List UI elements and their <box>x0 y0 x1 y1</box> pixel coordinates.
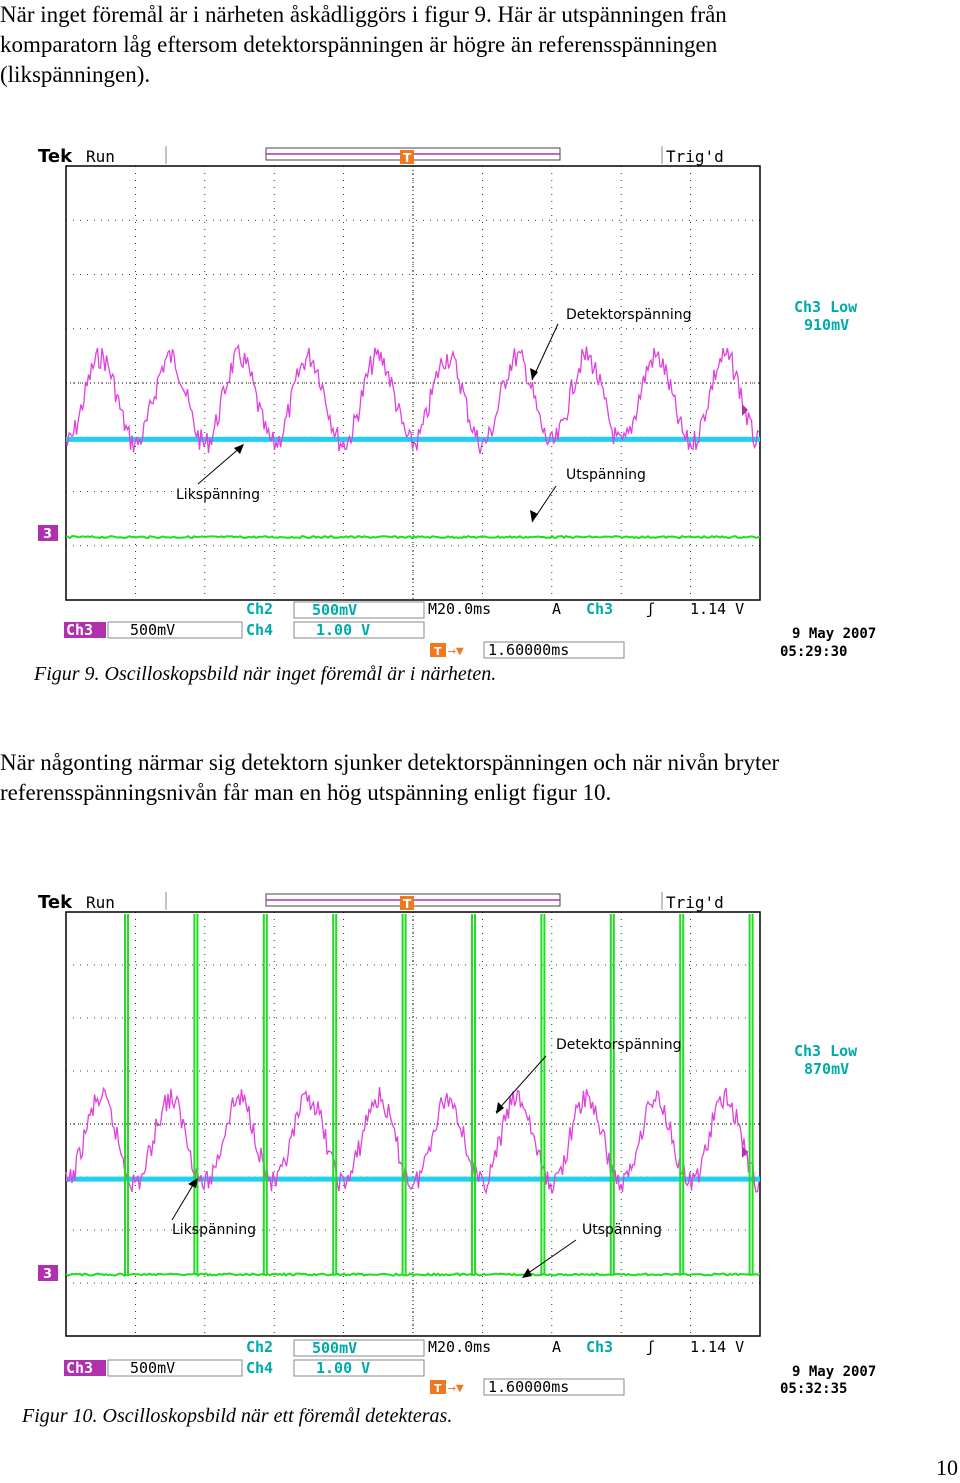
readout-panel: Ch2 500mV M20.0ms A Ch3 ʃ 1.14 V Ch3 500… <box>64 600 876 660</box>
trigger-mode: A <box>552 600 561 618</box>
ch4-label: Ch4 <box>246 1359 273 1377</box>
delay-value: 1.60000ms <box>488 641 569 659</box>
paragraph-line: komparatorn låg eftersom detektorspännin… <box>0 32 718 57</box>
paragraph-intro: När inget föremål är i närheten åskådlig… <box>0 0 727 90</box>
output-trace <box>65 534 761 540</box>
label-utspanning: Utspänning <box>566 467 646 483</box>
header-trigger-status: Trig'd <box>666 147 724 166</box>
oscilloscope-figure-10: Tek Run Trig'd T T 3 Detektorspänning Li… <box>30 886 930 1416</box>
header-state: Run <box>86 147 115 166</box>
svg-text:T: T <box>403 897 412 911</box>
delay-arrow-icon: →▼ <box>448 1381 464 1396</box>
page-number: 10 <box>936 1455 958 1480</box>
ch3-low-label: Ch3 Low <box>794 298 858 316</box>
timebase: M20.0ms <box>428 1338 491 1356</box>
trigger-source: Ch3 <box>586 600 613 618</box>
ch3-low-value: 870mV <box>804 1060 849 1078</box>
oscilloscope-screen: Tek Run Trig'd T T 3 Detektorspänning Li… <box>38 146 876 660</box>
figure-caption: Figur 10. Oscilloskopsbild när ett förem… <box>22 1405 453 1427</box>
capture-time: 05:29:30 <box>780 644 847 660</box>
ch4-scale: 1.00 V <box>316 1359 370 1377</box>
oscilloscope-screen: Tek Run Trig'd T T 3 Detektorspänning Li… <box>38 892 876 1397</box>
paragraph-detection: När någonting närmar sig detektorn sjunk… <box>0 748 779 808</box>
delay-arrow-icon: →▼ <box>448 644 464 659</box>
ch3-low-label: Ch3 Low <box>794 1042 858 1060</box>
svg-text:T: T <box>403 151 412 165</box>
svg-text:T: T <box>434 645 442 658</box>
svg-text:3: 3 <box>43 527 52 542</box>
trigger-level: 1.14 V <box>690 1338 744 1356</box>
label-likspanning: Likspänning <box>176 487 260 503</box>
capture-date: 9 May 2007 <box>792 626 876 642</box>
timebase: M20.0ms <box>428 600 491 618</box>
ch3-scale: 500mV <box>130 621 175 639</box>
capture-time: 05:32:35 <box>780 1381 847 1397</box>
header-trigger-status: Trig'd <box>666 893 724 912</box>
ch2-scale: 500mV <box>312 1339 357 1357</box>
ch3-ground-marker: 3 <box>38 525 58 542</box>
ch4-scale: 1.00 V <box>316 621 370 639</box>
paragraph-line: När någonting närmar sig detektorn sjunk… <box>0 750 780 775</box>
label-detektorspanning: Detektorspänning <box>556 1037 682 1053</box>
ch2-label: Ch2 <box>246 1338 273 1356</box>
readout-panel: Ch2 500mV M20.0ms A Ch3 ʃ 1.14 V Ch3 500… <box>64 1338 876 1397</box>
ch4-label: Ch4 <box>246 621 273 639</box>
paragraph-line: referensspänningsnivån får man en hög ut… <box>0 780 612 805</box>
trigger-slope-icon: ʃ <box>646 1338 655 1356</box>
ch2-scale: 500mV <box>312 601 357 619</box>
trigger-source: Ch3 <box>586 1338 613 1356</box>
ch3-ground-marker: 3 <box>38 1265 58 1282</box>
header-brand: Tek <box>38 146 73 167</box>
ch3-scale: 500mV <box>130 1359 175 1377</box>
header-brand: Tek <box>38 892 73 913</box>
svg-text:3: 3 <box>43 1267 52 1282</box>
paragraph-line: (likspänningen). <box>0 62 151 87</box>
ch2-label: Ch2 <box>246 600 273 618</box>
ch3-label: Ch3 <box>66 1359 93 1377</box>
detector-trace <box>65 343 760 454</box>
label-likspanning: Likspänning <box>172 1222 256 1238</box>
ch3-label: Ch3 <box>66 621 93 639</box>
detector-trace <box>65 1086 760 1195</box>
header-state: Run <box>86 893 115 912</box>
delay-value: 1.60000ms <box>488 1378 569 1396</box>
trigger-mode: A <box>552 1338 561 1356</box>
paragraph-line: När inget föremål är i närheten åskådlig… <box>0 2 727 27</box>
svg-text:T: T <box>434 1382 442 1395</box>
capture-date: 9 May 2007 <box>792 1364 876 1380</box>
output-trace <box>65 914 761 1277</box>
graticule-grid <box>66 166 760 600</box>
oscilloscope-figure-9: Tek Run Trig'd T T 3 Detektorspänning Li… <box>30 140 930 670</box>
graticule-grid <box>66 912 760 1336</box>
label-utspanning: Utspänning <box>582 1222 662 1238</box>
trigger-level: 1.14 V <box>690 600 744 618</box>
trigger-slope-icon: ʃ <box>646 600 655 618</box>
figure-caption: Figur 9. Oscilloskopsbild när inget före… <box>34 663 497 685</box>
ch3-low-value: 910mV <box>804 316 849 334</box>
label-detektorspanning: Detektorspänning <box>566 307 692 323</box>
